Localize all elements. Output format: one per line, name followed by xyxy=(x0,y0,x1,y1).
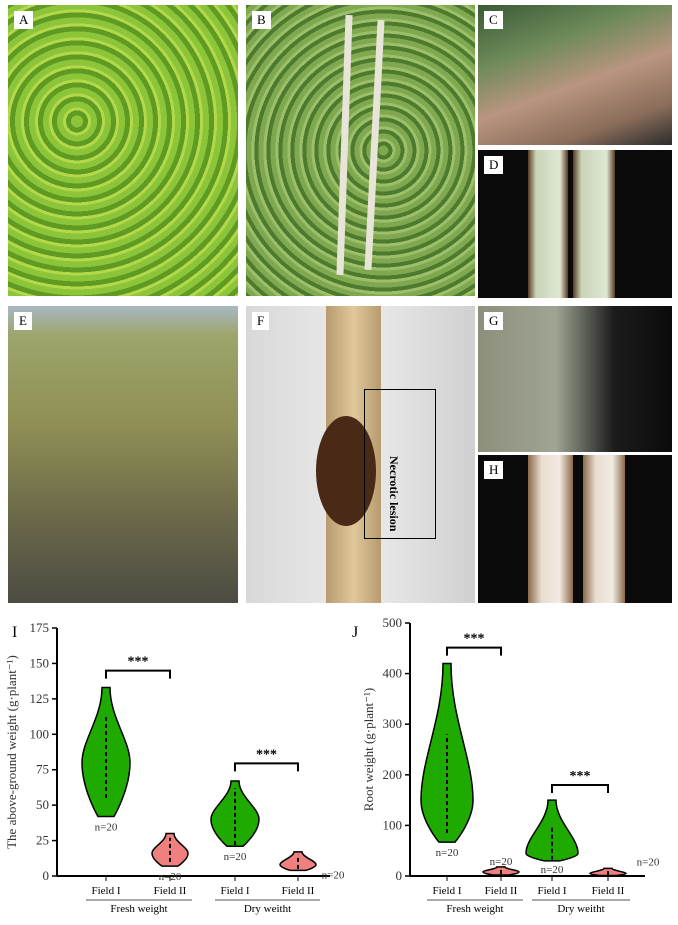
violin-0 xyxy=(81,686,131,818)
group-label: Fresh weight xyxy=(110,903,167,915)
y-tick-label: 500 xyxy=(383,615,403,630)
panel-label: B xyxy=(252,11,271,29)
y-tick-label: 100 xyxy=(30,726,50,741)
significance-bracket xyxy=(105,669,171,679)
stem-section-image xyxy=(528,455,573,603)
photo-panel-h: H xyxy=(478,455,672,603)
n-label: n=20 xyxy=(637,856,660,868)
panel-label: C xyxy=(484,11,503,29)
photo-panel-c: C xyxy=(478,5,672,145)
significance-bracket xyxy=(446,646,502,656)
x-tick-label: Field II xyxy=(282,885,315,897)
violin-1 xyxy=(151,832,189,867)
y-tick-label: 175 xyxy=(30,620,50,635)
n-label: n=20 xyxy=(95,821,118,833)
panel-label: E xyxy=(14,312,32,330)
y-axis-label: Root weight (g·plant⁻¹) xyxy=(361,688,376,811)
significance-bracket xyxy=(551,784,609,793)
y-tick-label: 150 xyxy=(30,655,50,670)
n-label: n=20 xyxy=(322,869,345,881)
stem-section-image xyxy=(583,455,625,603)
y-tick-label: 25 xyxy=(36,833,49,848)
significance-label: *** xyxy=(464,632,485,647)
panel-label: H xyxy=(484,461,504,479)
y-tick-label: 0 xyxy=(396,868,403,883)
y-tick-label: 300 xyxy=(383,716,403,731)
x-tick-label: Field I xyxy=(220,885,249,897)
photo-panel-a: A xyxy=(8,5,238,296)
y-tick-label: 400 xyxy=(383,666,403,681)
x-tick-label: Field II xyxy=(485,885,518,897)
y-axis-label: The above-ground weight (g·plant⁻¹) xyxy=(4,655,19,849)
significance-bracket xyxy=(234,762,299,772)
n-label: n=20 xyxy=(159,871,182,883)
lesion-image xyxy=(316,416,376,526)
group-label: Dry weitht xyxy=(244,903,291,915)
n-label: n=20 xyxy=(436,847,459,859)
significance-label: *** xyxy=(128,655,149,670)
x-tick-label: Field I xyxy=(432,885,461,897)
significance-label: *** xyxy=(256,747,277,762)
lesion-box xyxy=(364,389,436,539)
n-label: n=20 xyxy=(490,856,513,868)
photo-panel-d: D xyxy=(478,150,672,298)
panel-label: I xyxy=(12,624,17,641)
y-tick-label: 50 xyxy=(36,797,49,812)
x-tick-label: Field II xyxy=(154,885,187,897)
x-tick-label: Field I xyxy=(91,885,120,897)
photo-panel-g: G xyxy=(478,306,672,452)
group-label: Dry weitht xyxy=(557,903,604,915)
y-tick-label: 0 xyxy=(43,868,50,883)
stem-section-image xyxy=(528,150,568,298)
group-label: Fresh weight xyxy=(446,903,503,915)
panel-label: F xyxy=(252,312,270,330)
x-tick-label: Field I xyxy=(537,885,566,897)
y-tick-label: 100 xyxy=(383,817,403,832)
y-tick-label: 75 xyxy=(36,762,49,777)
panel-label: D xyxy=(484,156,504,174)
n-label: n=20 xyxy=(541,864,564,876)
x-tick-label: Field II xyxy=(592,885,625,897)
photo-panel-f: Necrotic lesion F xyxy=(246,306,475,603)
photo-panel-b: B xyxy=(246,5,475,296)
y-tick-label: 125 xyxy=(30,691,50,706)
significance-label: *** xyxy=(570,769,591,784)
panel-label: A xyxy=(14,11,34,29)
panel-label: G xyxy=(484,312,504,330)
n-label: n=20 xyxy=(224,851,247,863)
panel-label: J xyxy=(352,624,358,641)
stem-section-image xyxy=(573,150,615,298)
photo-panel-e: E xyxy=(8,306,238,603)
y-tick-label: 200 xyxy=(383,767,403,782)
